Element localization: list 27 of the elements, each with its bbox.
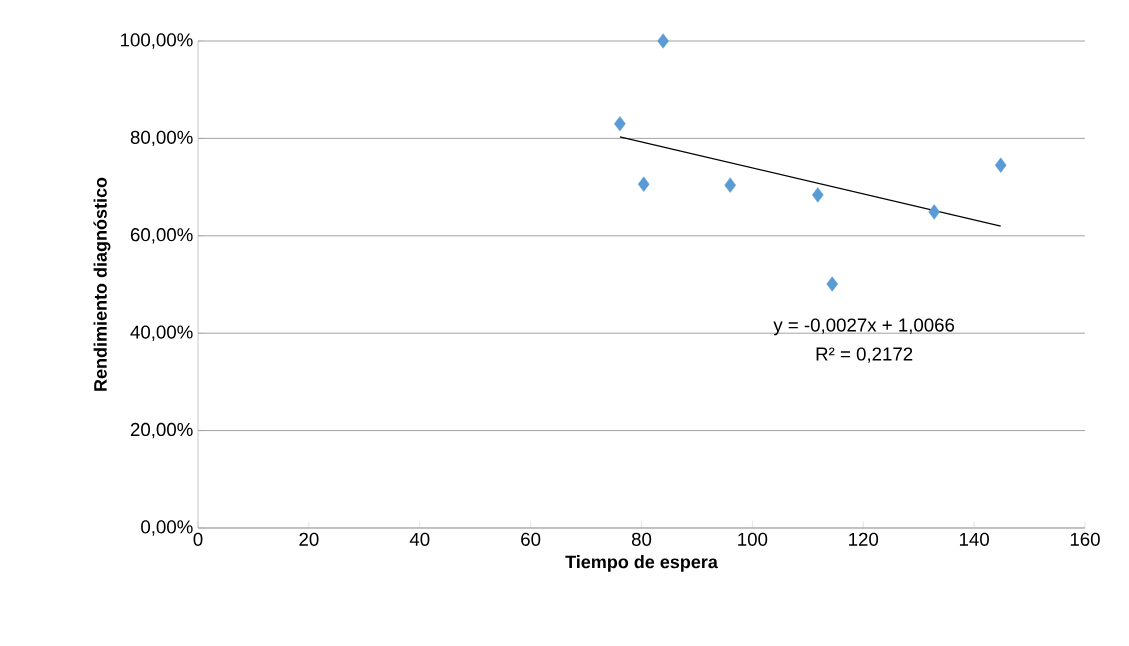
y-tick-label: 100,00%: [121, 33, 193, 49]
point: [614, 116, 626, 132]
point: [826, 276, 838, 292]
x-tick-label: 160: [1070, 532, 1100, 546]
x-tick-label: 20: [299, 532, 319, 546]
x-tick-label: 100: [738, 532, 768, 546]
x-tick-label: 120: [849, 532, 879, 546]
y-tick-label: 80,00%: [130, 130, 193, 147]
y-tick-label: 20,00%: [130, 422, 193, 439]
x-tick-label: 40: [409, 532, 430, 546]
y-axis-title: Rendimiento diagnóstico: [93, 177, 111, 391]
point: [994, 157, 1007, 173]
point: [637, 176, 650, 192]
point: [657, 33, 669, 49]
x-tick-label: 60: [521, 532, 541, 546]
annotation: R² = 0,2172: [816, 347, 913, 363]
y-tick-label: 60,00%: [130, 228, 193, 244]
annotation: y = -0,0027x + 1,0066: [773, 318, 955, 336]
y-tick-label: 0,00%: [141, 520, 193, 536]
point: [928, 204, 940, 220]
x-tick-label: 140: [959, 532, 989, 546]
y-tick-label: 40,00%: [130, 325, 193, 341]
x-tick-label: 0: [193, 532, 203, 546]
x-tick-label: 80: [631, 532, 652, 546]
point: [724, 177, 736, 193]
point: [812, 187, 824, 203]
x-axis-title: Tiempo de espera: [565, 555, 718, 572]
